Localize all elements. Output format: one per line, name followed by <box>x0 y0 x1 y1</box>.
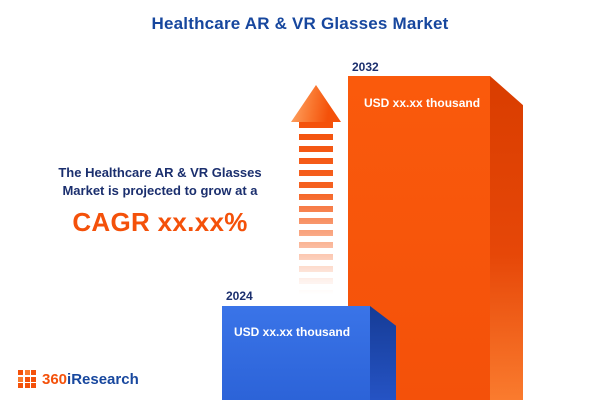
page-title: Healthcare AR & VR Glasses Market <box>151 14 449 33</box>
annotation-line-1: The Healthcare AR & VR Glasses <box>58 165 262 180</box>
brand-logo: 360iResearch <box>18 370 139 388</box>
bar-2032-side-face <box>490 76 523 400</box>
annotation-line-2: Market is projected to grow at a <box>62 182 258 198</box>
logo-text: 360iResearch <box>42 371 139 388</box>
bar-2024-year-label: 2024 <box>226 289 253 303</box>
cagr-value: CAGR xx.xx% <box>72 207 248 238</box>
growth-arrow-body-icon <box>299 122 333 294</box>
bar-2032-value-label: USD xx.xx thousand <box>364 96 481 110</box>
growth-annotation: The Healthcare AR & VR Glasses Market is… <box>28 164 292 238</box>
logo-grid-icon <box>18 370 36 388</box>
growth-arrow-head-icon <box>291 85 341 122</box>
logo-text-suffix: iResearch <box>67 370 139 388</box>
bar-2024 <box>222 306 370 400</box>
logo-text-prefix: 360 <box>42 370 68 388</box>
bar-2032-year-label: 2032 <box>352 60 379 74</box>
bar-2024-value-label: USD xx.xx thousand <box>234 325 351 339</box>
